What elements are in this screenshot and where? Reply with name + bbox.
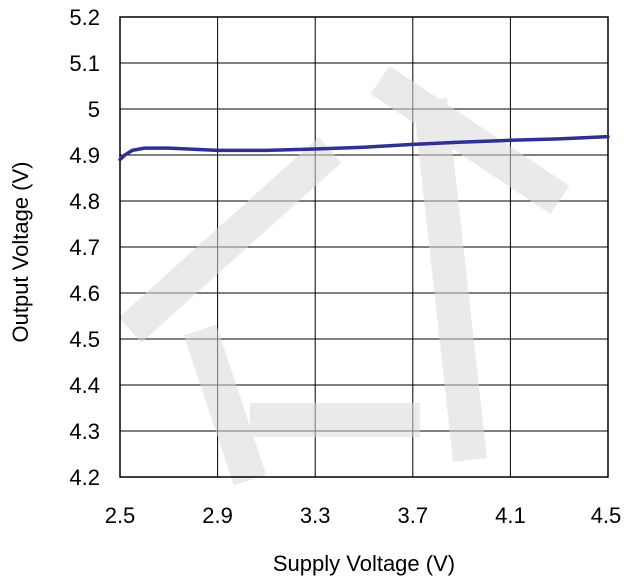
y-tick-label: 4.8 (69, 189, 100, 214)
y-tick-label: 4.3 (69, 419, 100, 444)
y-tick-label: 4.9 (69, 143, 100, 168)
x-tick-label: 3.7 (398, 503, 429, 528)
x-tick-label: 2.5 (105, 503, 136, 528)
y-tick-label: 5.1 (69, 51, 100, 76)
y-tick-label: 4.2 (69, 465, 100, 490)
series-layer (118, 134, 610, 162)
x-axis-label: Supply Voltage (V) (273, 551, 455, 576)
x-tick-labels: 2.5 2.9 3.3 3.7 4.1 4.5 (105, 503, 622, 528)
watermark (118, 65, 570, 486)
x-tick-label: 2.9 (202, 503, 233, 528)
y-tick-label: 5.2 (69, 5, 100, 30)
x-tick-label: 4.1 (495, 503, 526, 528)
y-axis-label: Output Voltage (V) (8, 162, 33, 343)
x-tick-label: 3.3 (300, 503, 331, 528)
y-tick-label: 4.6 (69, 281, 100, 306)
y-tick-label: 4.5 (69, 327, 100, 352)
plot-frame (119, 16, 609, 478)
y-tick-labels: 4.2 4.3 4.4 4.5 4.6 4.7 4.8 4.9 5 5.1 5.2 (69, 5, 100, 490)
x-tick-label: 4.5 (591, 503, 622, 528)
y-tick-label: 4.7 (69, 235, 100, 260)
y-tick-label: 5 (88, 97, 100, 122)
series-line (118, 134, 610, 162)
y-tick-label: 4.4 (69, 373, 100, 398)
